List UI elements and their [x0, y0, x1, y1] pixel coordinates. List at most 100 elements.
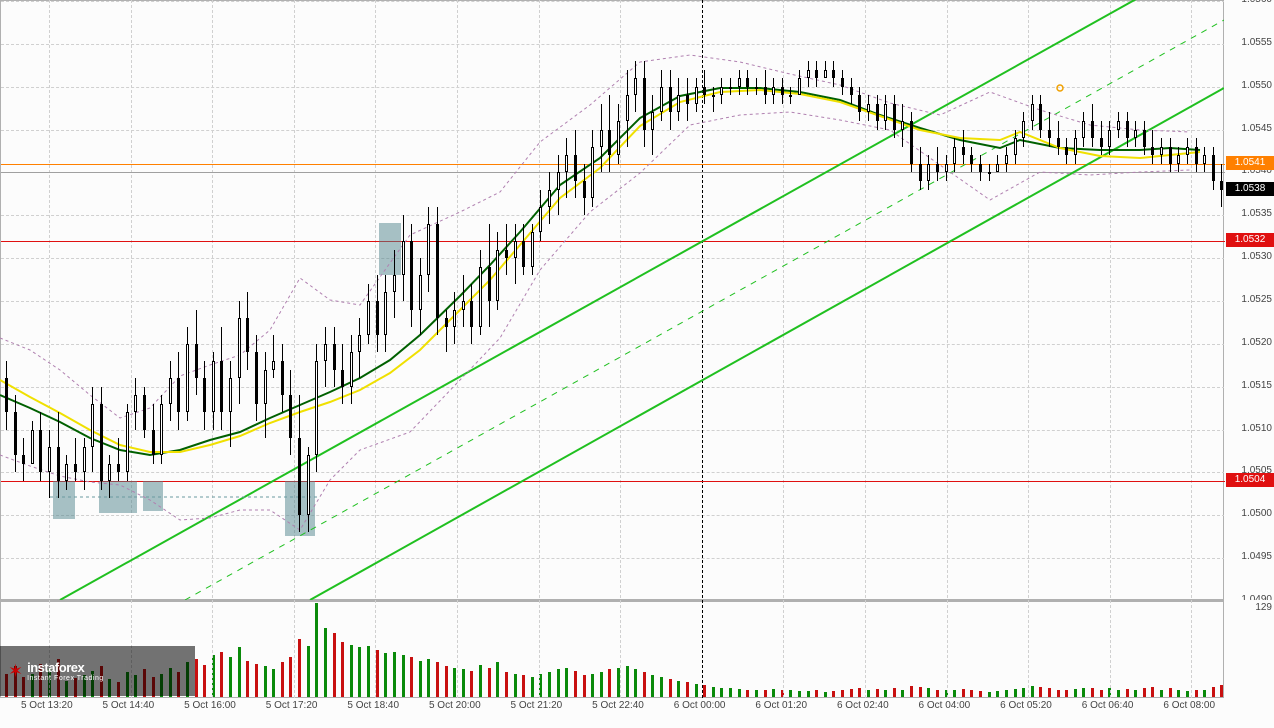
volume-bar[interactable] [729, 688, 732, 697]
volume-bar[interactable] [789, 690, 792, 697]
volume-bar[interactable] [1039, 687, 1042, 697]
horizontal-level-line[interactable] [1, 164, 1225, 165]
highlight-zone[interactable] [99, 481, 137, 513]
volume-bar[interactable] [1195, 690, 1198, 697]
volume-bar[interactable] [1022, 688, 1025, 697]
volume-bar[interactable] [1220, 685, 1223, 697]
volume-bar[interactable] [583, 675, 586, 697]
volume-bar[interactable] [341, 642, 344, 697]
volume-bar[interactable] [1091, 688, 1094, 697]
volume-bar[interactable] [988, 692, 991, 697]
volume-bar[interactable] [824, 692, 827, 697]
volume-bar[interactable] [289, 657, 292, 697]
highlight-zone[interactable] [53, 481, 75, 519]
volume-bar[interactable] [298, 639, 301, 697]
volume-bar[interactable] [1212, 687, 1215, 697]
volume-bar[interactable] [608, 669, 611, 697]
volume-bar[interactable] [850, 689, 853, 697]
volume-bar[interactable] [315, 603, 318, 697]
volume-bar[interactable] [591, 674, 594, 697]
volume-bar[interactable] [220, 652, 223, 697]
volume-bar[interactable] [367, 646, 370, 697]
volume-bar[interactable] [712, 687, 715, 697]
volume-bar[interactable] [548, 672, 551, 698]
volume-bar[interactable] [272, 669, 275, 697]
volume-bar[interactable] [384, 653, 387, 697]
volume-bar[interactable] [1151, 687, 1154, 697]
volume-bar[interactable] [505, 672, 508, 698]
volume-bar[interactable] [634, 669, 637, 697]
volume-bar[interactable] [1134, 690, 1137, 697]
volume-bar[interactable] [246, 661, 249, 697]
volume-bar[interactable] [962, 689, 965, 697]
volume-bar[interactable] [841, 690, 844, 697]
volume-bar[interactable] [1082, 688, 1085, 697]
volume-bar[interactable] [496, 662, 499, 697]
volume-bar[interactable] [755, 690, 758, 697]
volume-bar[interactable] [660, 677, 663, 697]
volume-bar[interactable] [238, 647, 241, 697]
volume-bar[interactable] [1048, 688, 1051, 697]
volume-bar[interactable] [574, 671, 577, 697]
volume-bar[interactable] [1074, 689, 1077, 697]
volume-bar[interactable] [436, 662, 439, 697]
volume-bar[interactable] [815, 690, 818, 697]
volume-bar[interactable] [410, 657, 413, 697]
volume-bar[interactable] [996, 691, 999, 697]
volume-bar[interactable] [488, 668, 491, 697]
volume-bar[interactable] [936, 690, 939, 697]
volume-bar[interactable] [333, 633, 336, 697]
price-panel[interactable] [0, 0, 1224, 600]
volume-bar[interactable] [867, 690, 870, 697]
volume-bar[interactable] [195, 659, 198, 697]
volume-bar[interactable] [858, 688, 861, 697]
volume-bar[interactable] [514, 674, 517, 697]
volume-bar[interactable] [1005, 690, 1008, 697]
volume-bar[interactable] [324, 628, 327, 697]
volume-bar[interactable] [979, 691, 982, 697]
volume-bar[interactable] [1186, 691, 1189, 697]
volume-bar[interactable] [901, 690, 904, 697]
volume-bar[interactable] [746, 690, 749, 697]
volume-bar[interactable] [738, 689, 741, 697]
horizontal-level-line[interactable] [1, 172, 1225, 173]
volume-bar[interactable] [565, 668, 568, 697]
volume-bar[interactable] [772, 689, 775, 697]
volume-bar[interactable] [686, 682, 689, 697]
volume-bar[interactable] [445, 666, 448, 697]
volume-bar[interactable] [910, 686, 913, 697]
volume-bar[interactable] [539, 674, 542, 697]
volume-bar[interactable] [1057, 690, 1060, 697]
volume-bar[interactable] [893, 688, 896, 697]
volume-bar[interactable] [1014, 689, 1017, 697]
volume-bar[interactable] [807, 691, 810, 697]
volume-bar[interactable] [402, 655, 405, 697]
volume-bar[interactable] [470, 671, 473, 697]
volume-bar[interactable] [393, 652, 396, 697]
volume-bar[interactable] [876, 689, 879, 697]
volume-bar[interactable] [1143, 688, 1146, 697]
volume-bar[interactable] [522, 675, 525, 697]
volume-bar[interactable] [798, 691, 801, 697]
volume-bar[interactable] [1203, 690, 1206, 697]
volume-bar[interactable] [557, 669, 560, 697]
volume-bar[interactable] [919, 687, 922, 697]
volume-bar[interactable] [462, 669, 465, 697]
volume-bar[interactable] [281, 662, 284, 697]
highlight-zone[interactable] [379, 223, 401, 275]
volume-bar[interactable] [264, 666, 267, 697]
volume-bar[interactable] [720, 688, 723, 697]
horizontal-level-line[interactable] [1, 241, 1225, 242]
volume-bar[interactable] [229, 657, 232, 697]
volume-bar[interactable] [695, 684, 698, 697]
volume-bar[interactable] [626, 666, 629, 697]
volume-bar[interactable] [307, 646, 310, 697]
volume-bar[interactable] [531, 677, 534, 697]
volume-bar[interactable] [651, 675, 654, 697]
volume-bar[interactable] [764, 690, 767, 697]
volume-bar[interactable] [1117, 690, 1120, 697]
volume-bar[interactable] [832, 691, 835, 697]
volume-bar[interactable] [1065, 690, 1068, 697]
volume-bar[interactable] [927, 688, 930, 697]
volume-bar[interactable] [884, 690, 887, 697]
